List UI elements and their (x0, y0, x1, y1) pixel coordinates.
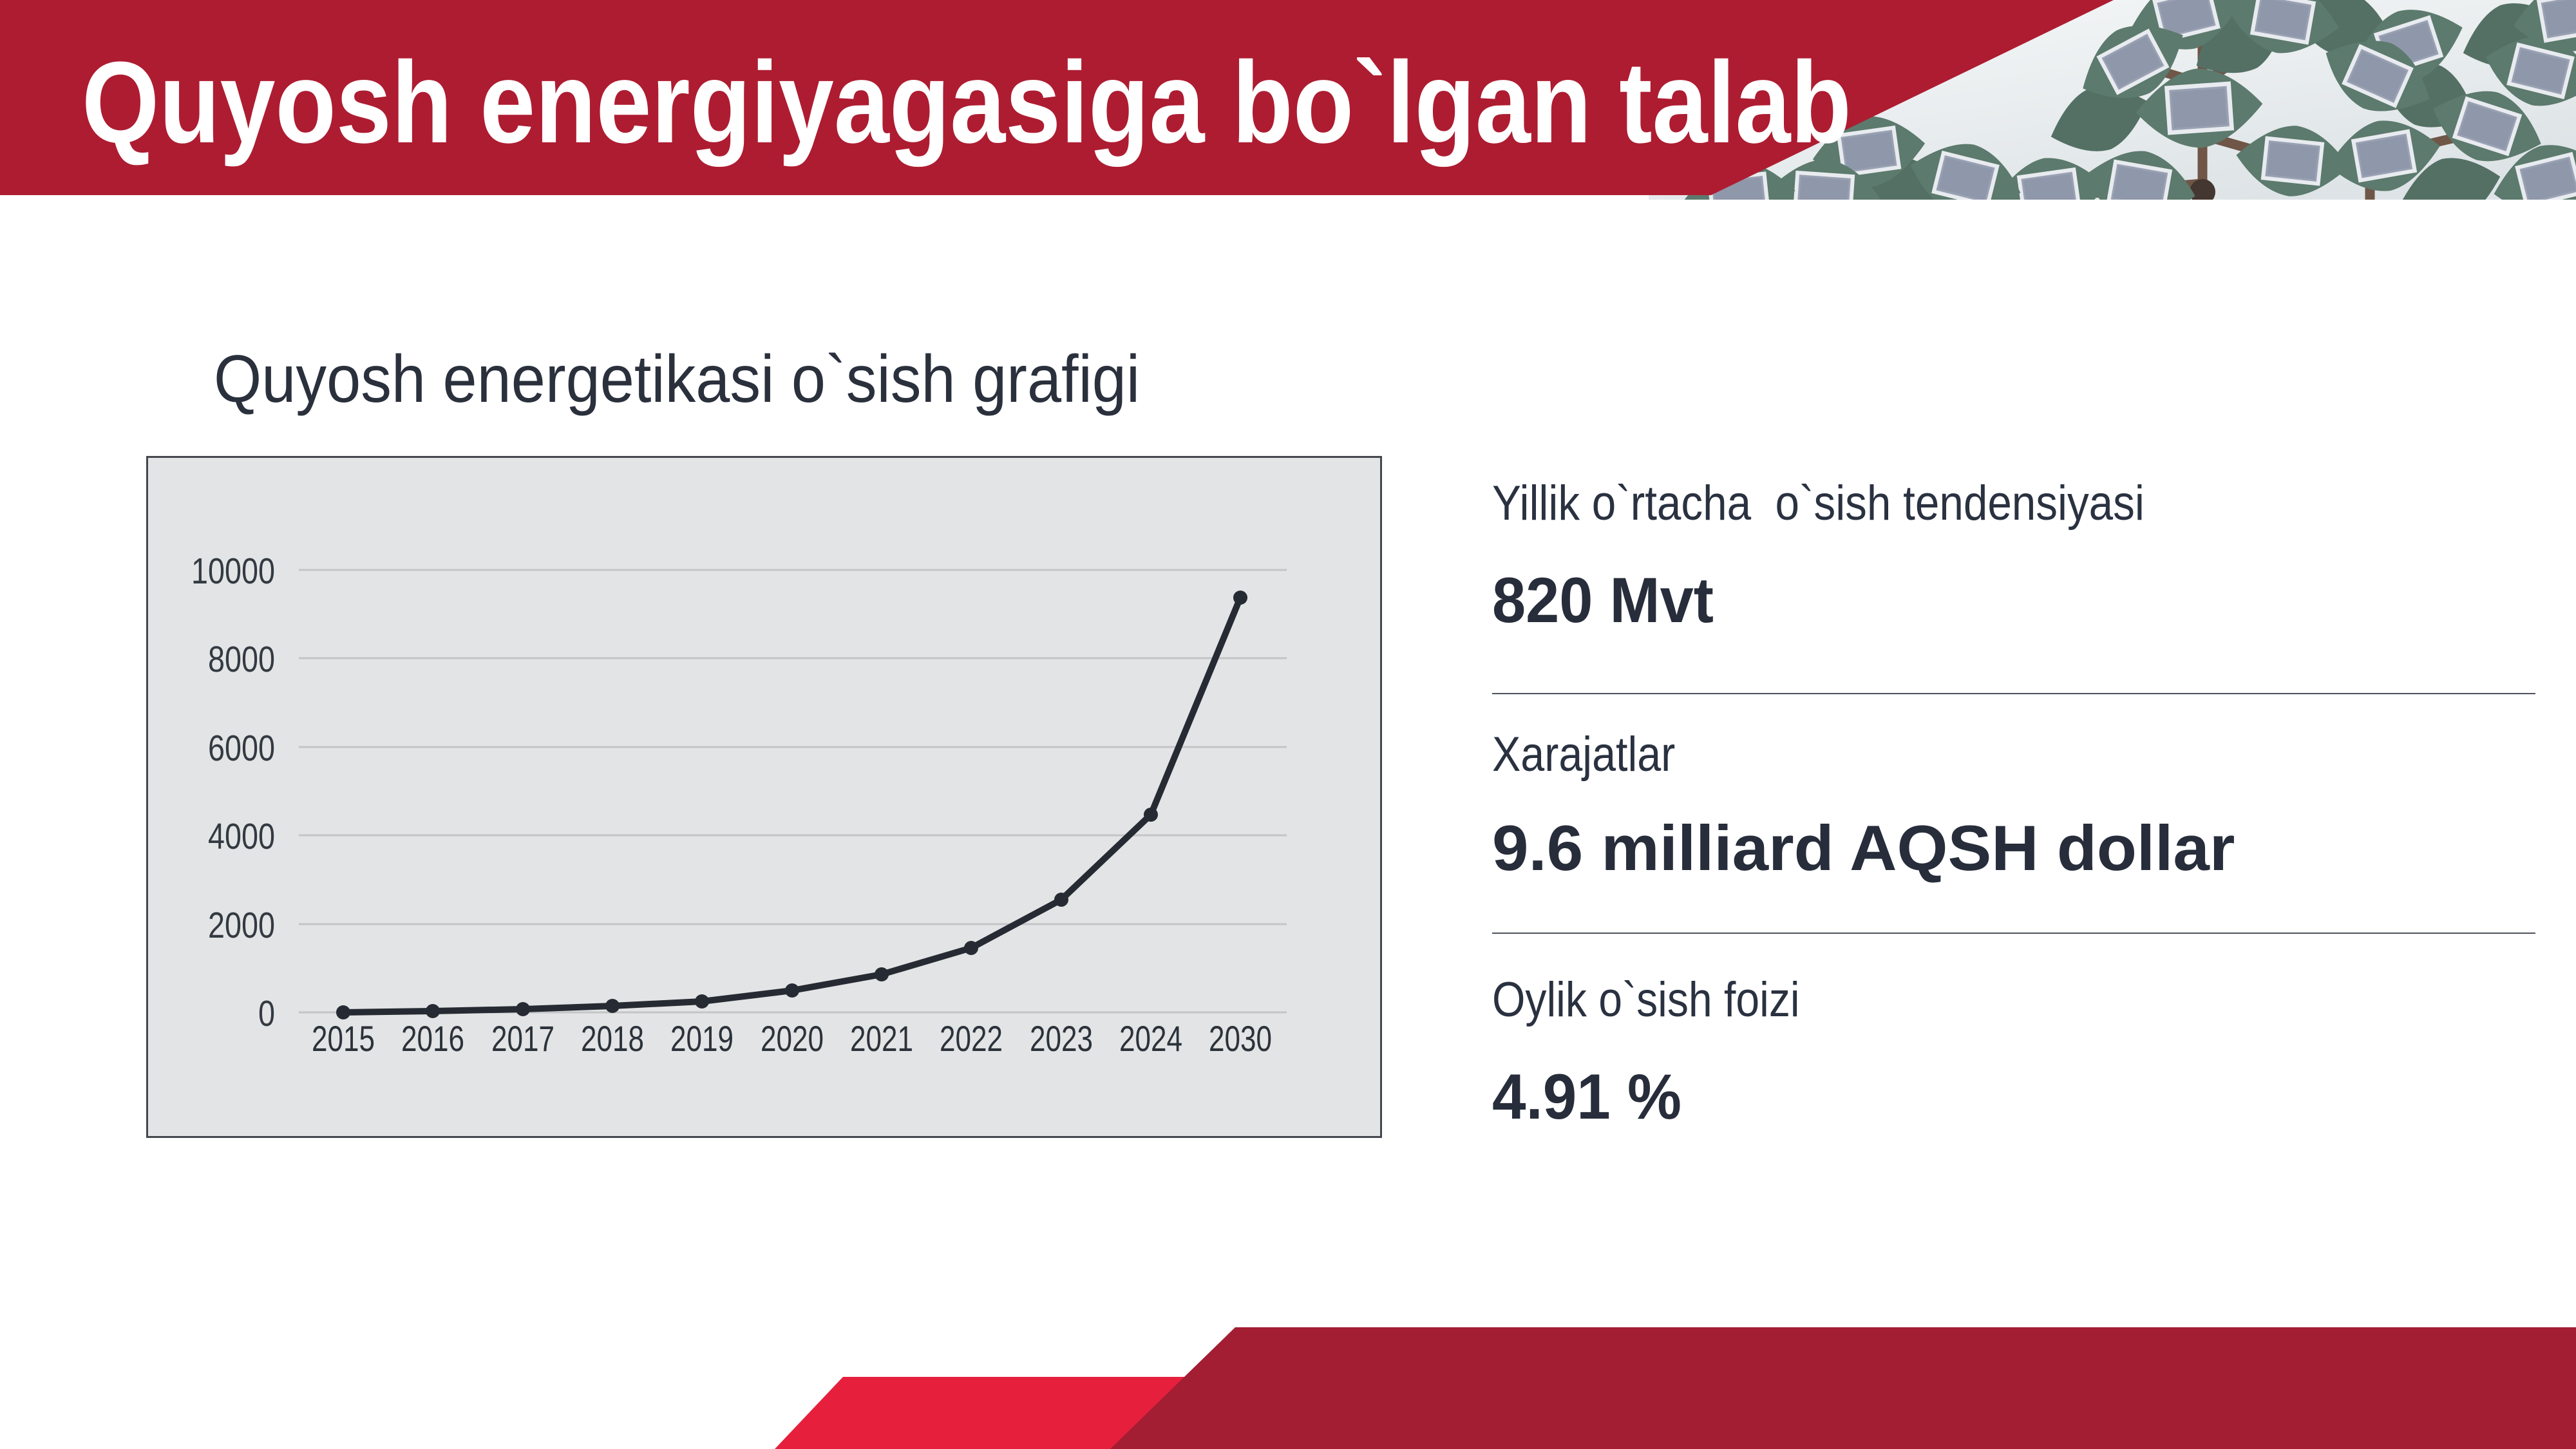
svg-text:2021: 2021 (850, 1018, 913, 1059)
svg-text:2015: 2015 (312, 1018, 375, 1059)
svg-text:2024: 2024 (1119, 1018, 1182, 1059)
svg-text:2016: 2016 (401, 1018, 464, 1059)
svg-text:10000: 10000 (191, 551, 275, 592)
svg-text:2020: 2020 (761, 1018, 824, 1059)
svg-text:2017: 2017 (491, 1018, 554, 1059)
svg-text:2000: 2000 (208, 905, 275, 946)
svg-text:6000: 6000 (208, 728, 275, 769)
svg-text:2023: 2023 (1030, 1018, 1093, 1059)
svg-text:8000: 8000 (208, 639, 275, 680)
svg-text:2019: 2019 (670, 1018, 734, 1059)
svg-text:4000: 4000 (208, 816, 275, 857)
svg-text:0: 0 (258, 993, 275, 1034)
svg-text:2022: 2022 (940, 1018, 1003, 1059)
svg-text:2018: 2018 (581, 1018, 644, 1059)
svg-text:2030: 2030 (1209, 1018, 1272, 1059)
